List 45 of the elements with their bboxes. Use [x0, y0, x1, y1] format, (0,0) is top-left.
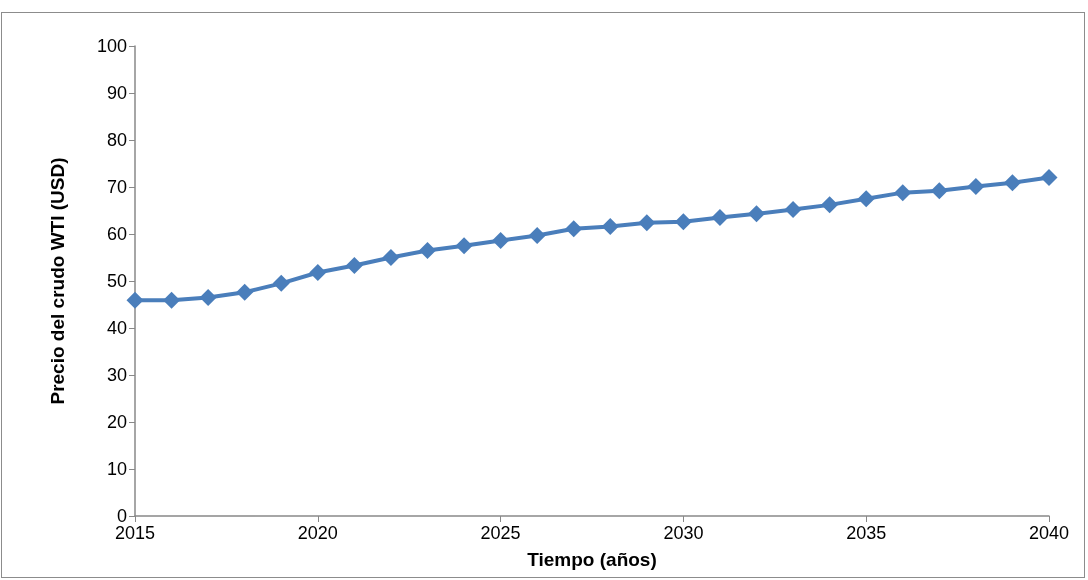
point: [455, 237, 473, 255]
point: [1040, 169, 1058, 187]
point: [272, 274, 290, 292]
point: [1003, 174, 1021, 192]
point: [126, 291, 144, 309]
x-tick-label: 2025: [480, 523, 521, 543]
point: [565, 220, 583, 238]
y-tick-label: 10: [106, 459, 127, 479]
point: [674, 213, 692, 231]
point: [199, 288, 217, 306]
x-tick-label: 2040: [1028, 523, 1070, 543]
point: [345, 256, 363, 274]
y-tick-label: 30: [106, 365, 127, 385]
y-tick-label: 40: [106, 318, 127, 338]
point: [711, 209, 729, 227]
point: [492, 232, 510, 250]
point: [784, 201, 802, 219]
y-tick-label: 0: [116, 506, 127, 526]
x-tick-label: 2015: [114, 523, 156, 543]
point: [163, 291, 181, 309]
point: [857, 190, 875, 208]
y-tick-label: 100: [96, 36, 127, 56]
x-axis-title: Tiempo (años): [527, 549, 657, 570]
x-tick-label: 2020: [297, 523, 338, 543]
y-tick-label: 50: [106, 271, 127, 291]
point: [821, 196, 839, 214]
point: [967, 178, 985, 196]
point: [382, 249, 400, 266]
point: [236, 283, 254, 301]
y-tick-label: 20: [106, 412, 127, 432]
x-tick-label: 2030: [663, 523, 704, 543]
y-tick-label: 90: [106, 83, 127, 103]
point: [309, 264, 327, 282]
y-tick-label: 60: [106, 224, 127, 244]
point: [930, 182, 948, 200]
x-tick-label: 2035: [846, 523, 887, 543]
y-tick-label: 80: [106, 130, 127, 150]
point: [894, 184, 912, 202]
y-axis-title: Precio del crudo WTI (USD): [47, 157, 68, 405]
point: [601, 217, 619, 235]
y-tick-label: 70: [106, 177, 127, 197]
point: [528, 226, 546, 244]
point: [638, 214, 656, 232]
point: [418, 241, 436, 259]
point: [748, 205, 766, 223]
